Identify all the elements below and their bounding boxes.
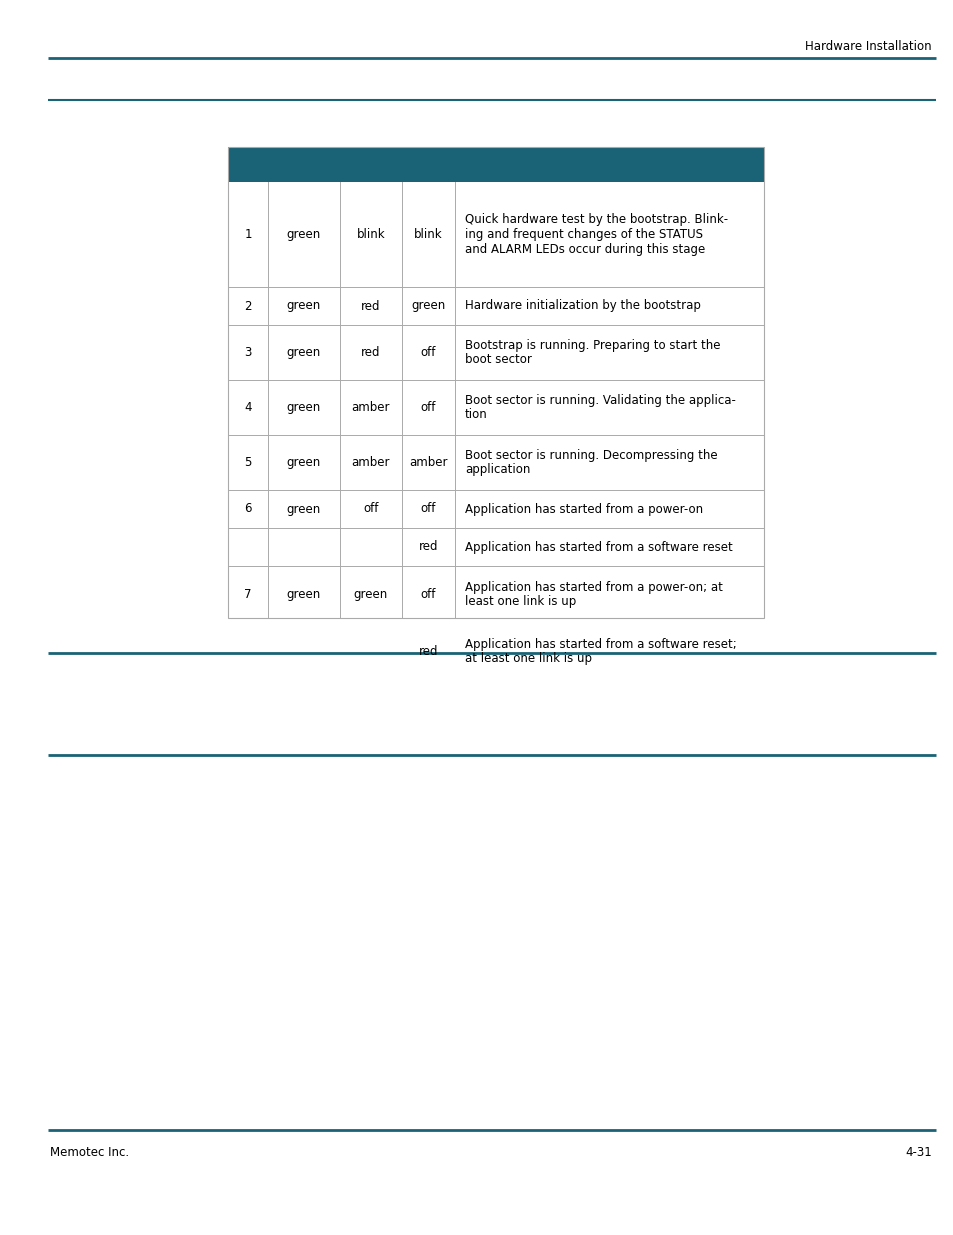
Text: amber: amber bbox=[352, 401, 390, 414]
Text: 6: 6 bbox=[244, 503, 252, 515]
Text: Hardware initialization by the bootstrap: Hardware initialization by the bootstrap bbox=[464, 300, 700, 312]
Text: red: red bbox=[418, 645, 437, 658]
Text: Application has started from a software reset;: Application has started from a software … bbox=[464, 637, 736, 651]
Text: 4-31: 4-31 bbox=[904, 1146, 931, 1158]
Text: 2: 2 bbox=[244, 300, 252, 312]
Text: green: green bbox=[287, 346, 321, 359]
Text: Memotec Inc.: Memotec Inc. bbox=[50, 1146, 129, 1158]
Text: off: off bbox=[420, 346, 436, 359]
Text: green: green bbox=[287, 228, 321, 241]
Text: red: red bbox=[418, 541, 437, 553]
Text: 4: 4 bbox=[244, 401, 252, 414]
Text: green: green bbox=[287, 503, 321, 515]
Text: 5: 5 bbox=[244, 456, 252, 469]
Text: boot sector: boot sector bbox=[464, 353, 532, 367]
Text: Application has started from a power-on: Application has started from a power-on bbox=[464, 503, 702, 515]
Text: red: red bbox=[361, 300, 380, 312]
Text: 1: 1 bbox=[244, 228, 252, 241]
Text: green: green bbox=[354, 588, 388, 601]
Text: Boot sector is running. Decompressing the: Boot sector is running. Decompressing th… bbox=[464, 448, 717, 462]
Text: Bootstrap is running. Preparing to start the: Bootstrap is running. Preparing to start… bbox=[464, 338, 720, 352]
Text: blink: blink bbox=[356, 228, 385, 241]
Text: at least one link is up: at least one link is up bbox=[464, 652, 592, 666]
Text: red: red bbox=[361, 346, 380, 359]
Text: amber: amber bbox=[352, 456, 390, 469]
Text: application: application bbox=[464, 463, 530, 477]
Text: off: off bbox=[420, 588, 436, 601]
Text: green: green bbox=[287, 456, 321, 469]
Text: Hardware Installation: Hardware Installation bbox=[804, 40, 931, 53]
Text: and ALARM LEDs occur during this stage: and ALARM LEDs occur during this stage bbox=[464, 242, 704, 256]
Text: off: off bbox=[420, 401, 436, 414]
Bar bbox=[228, 147, 763, 618]
Text: Application has started from a software reset: Application has started from a software … bbox=[464, 541, 732, 553]
Text: tion: tion bbox=[464, 409, 487, 421]
Text: Application has started from a power-on; at: Application has started from a power-on;… bbox=[464, 580, 722, 594]
Text: least one link is up: least one link is up bbox=[464, 595, 576, 609]
Text: Boot sector is running. Validating the applica-: Boot sector is running. Validating the a… bbox=[464, 394, 735, 406]
Bar bbox=[228, 147, 763, 182]
Text: green: green bbox=[411, 300, 445, 312]
Text: ing and frequent changes of the STATUS: ing and frequent changes of the STATUS bbox=[464, 228, 702, 241]
Text: green: green bbox=[287, 401, 321, 414]
Text: Quick hardware test by the bootstrap. Blink-: Quick hardware test by the bootstrap. Bl… bbox=[464, 214, 727, 226]
Text: off: off bbox=[363, 503, 378, 515]
Text: green: green bbox=[287, 588, 321, 601]
Text: green: green bbox=[287, 300, 321, 312]
Text: amber: amber bbox=[409, 456, 447, 469]
Text: 3: 3 bbox=[244, 346, 252, 359]
Text: off: off bbox=[420, 503, 436, 515]
Text: blink: blink bbox=[414, 228, 442, 241]
Text: 7: 7 bbox=[244, 588, 252, 601]
